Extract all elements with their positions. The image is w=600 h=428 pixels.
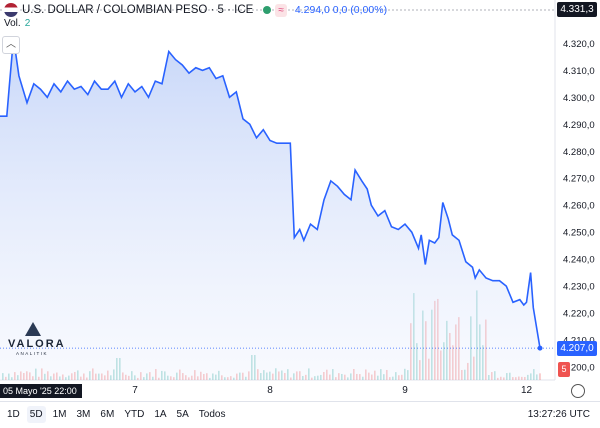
range-button-1a[interactable]: 1A bbox=[154, 409, 167, 420]
market-status-icon bbox=[263, 6, 272, 14]
x-tick-label: 12 bbox=[521, 385, 533, 396]
y-tick-label: 4.260,0 bbox=[563, 201, 595, 212]
volume-value: 2 bbox=[24, 18, 31, 29]
price-area bbox=[0, 38, 540, 380]
us-flag-icon bbox=[4, 3, 18, 17]
collapse-chevron-icon[interactable]: ︿ bbox=[2, 36, 20, 54]
y-tick-label: 4.320,0 bbox=[563, 39, 595, 50]
y-tick-label: 4.280,0 bbox=[563, 147, 595, 158]
triangle-logo-icon bbox=[25, 322, 41, 336]
y-tick-label: 4.290,0 bbox=[563, 120, 595, 131]
range-button-todos[interactable]: Todos bbox=[198, 409, 226, 420]
top-price-label: 4.331,3 bbox=[557, 2, 597, 17]
range-button-5d[interactable]: 5D bbox=[26, 406, 46, 423]
range-button-ytd[interactable]: YTD bbox=[124, 409, 145, 420]
utc-clock[interactable]: 13:27:26 UTC bbox=[527, 409, 590, 420]
y-tick-label: 4.220,0 bbox=[563, 309, 595, 320]
x-tick-label: 8 bbox=[267, 385, 273, 396]
logo-name: VALORA bbox=[8, 338, 66, 350]
logo-subtitle: ANALITIK bbox=[16, 351, 49, 356]
range-buttons: 1D 5D 1M 3M 6M YTD 1A 5A Todos bbox=[4, 406, 228, 423]
y-tick-label: 4.310,0 bbox=[563, 66, 595, 77]
countdown-badge: 5 bbox=[558, 362, 570, 377]
range-button-3m[interactable]: 3M bbox=[76, 409, 91, 420]
bottom-toolbar: 1D 5D 1M 3M 6M YTD 1A 5A Todos 13:27:26 UTC bbox=[0, 401, 600, 428]
wave-badge-icon: ≈ bbox=[275, 3, 287, 17]
y-tick-label: 4.300,0 bbox=[563, 93, 595, 104]
y-tick-label: 4.250,0 bbox=[563, 228, 595, 239]
price-line bbox=[0, 37, 541, 349]
quote-values: 4.294,0 0,0 (0,00%) bbox=[294, 4, 388, 16]
gear-icon[interactable] bbox=[571, 384, 585, 398]
symbol-title[interactable]: U.S. DOLLAR / COLOMBIAN PESO · 5 · ICE bbox=[22, 4, 254, 16]
y-tick-label: 4.200,0 bbox=[563, 363, 595, 374]
volume-label: Vol. bbox=[4, 18, 21, 29]
range-button-5a[interactable]: 5A bbox=[176, 409, 189, 420]
range-button-6m[interactable]: 6M bbox=[100, 409, 115, 420]
y-tick-label: 4.240,0 bbox=[563, 255, 595, 266]
y-tick-label: 4.230,0 bbox=[563, 282, 595, 293]
range-button-1d[interactable]: 1D bbox=[7, 409, 20, 420]
x-tick-label: 7 bbox=[132, 385, 138, 396]
crosshair-date-label: 05 Mayo '25 22:00 bbox=[0, 384, 82, 398]
volume-legend: Vol. 2 bbox=[4, 18, 30, 29]
last-price-dot bbox=[537, 345, 543, 351]
y-tick-label: 4.270,0 bbox=[563, 174, 595, 185]
chart-header: U.S. DOLLAR / COLOMBIAN PESO · 5 · ICE ≈… bbox=[4, 2, 387, 18]
current-price-label: 4.207,0 bbox=[557, 341, 597, 356]
valora-logo: VALORA ANALITIK bbox=[6, 322, 64, 356]
x-tick-label: 9 bbox=[402, 385, 408, 396]
range-button-1m[interactable]: 1M bbox=[52, 409, 67, 420]
